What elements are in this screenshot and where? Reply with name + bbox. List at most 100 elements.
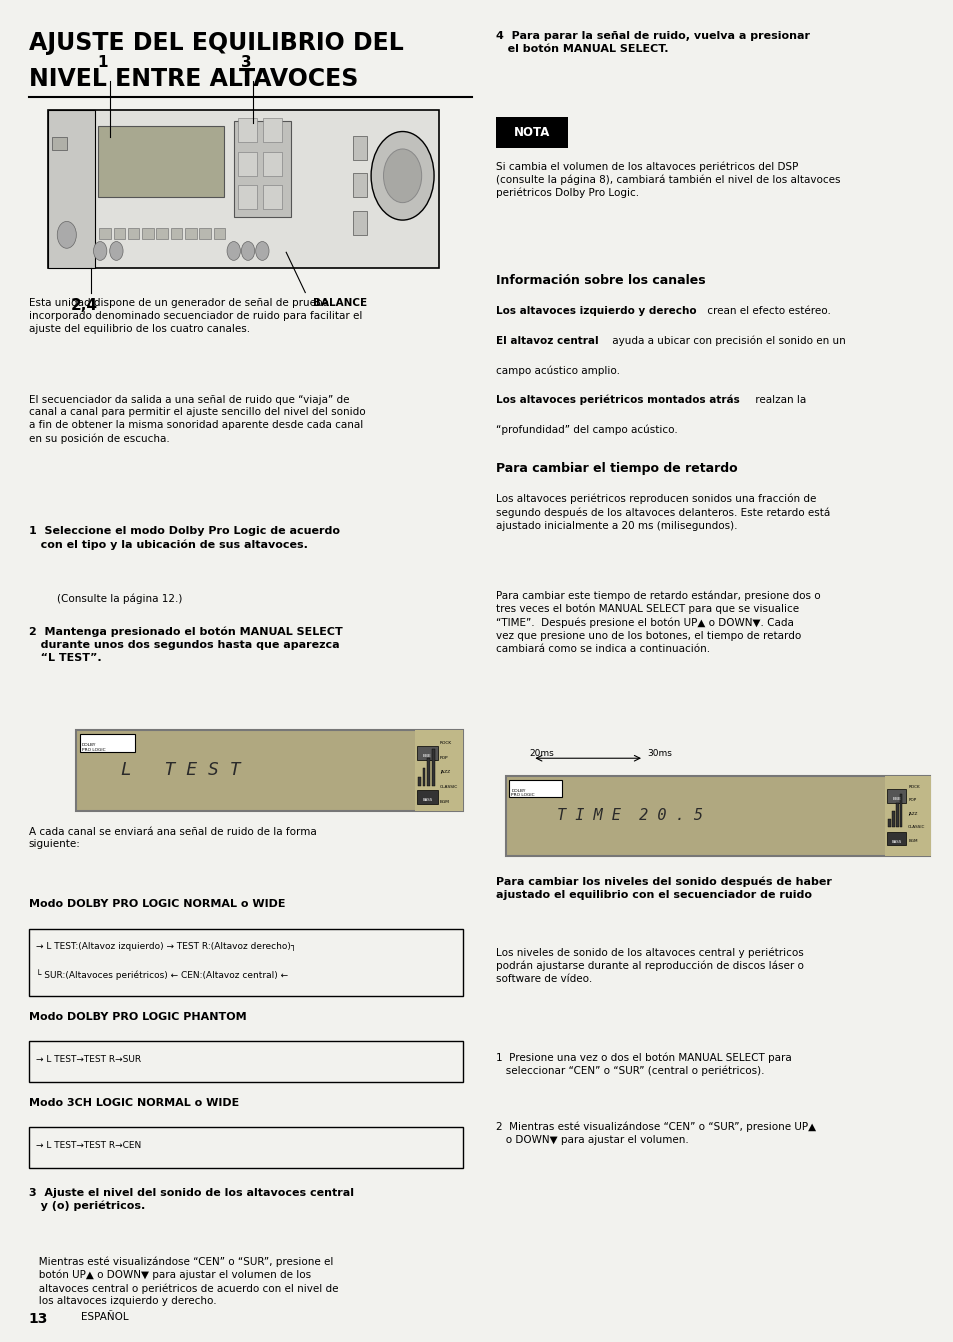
Bar <box>415 730 462 811</box>
Bar <box>98 126 224 197</box>
Text: BBE: BBE <box>422 754 432 758</box>
Circle shape <box>227 242 240 260</box>
Bar <box>416 746 437 760</box>
Circle shape <box>241 242 254 260</box>
Text: 13: 13 <box>29 1312 48 1326</box>
Text: (Consulte la página 12.): (Consulte la página 12.) <box>57 593 182 604</box>
Text: L   T E S T: L T E S T <box>121 761 241 780</box>
Text: 30ms: 30ms <box>646 749 671 758</box>
Bar <box>213 228 225 239</box>
Bar <box>29 929 462 996</box>
Text: 20ms: 20ms <box>529 749 554 758</box>
Text: BALANCE: BALANCE <box>313 298 367 307</box>
Bar <box>263 152 282 176</box>
Bar <box>237 118 256 142</box>
Text: Para cambiar el tiempo de retardo: Para cambiar el tiempo de retardo <box>496 462 737 475</box>
Text: └ SUR:(Altavoces periétricos) ← CEN:(Altavoz central) ←: └ SUR:(Altavoces periétricos) ← CEN:(Alt… <box>36 969 288 980</box>
Text: 3  Ajuste el nivel del sonido de los altavoces central
   y (o) periétricos.: 3 Ajuste el nivel del sonido de los alta… <box>29 1188 354 1210</box>
Text: → L TEST→TEST R→CEN: → L TEST→TEST R→CEN <box>36 1141 141 1150</box>
Bar <box>884 776 930 856</box>
Bar <box>895 803 898 827</box>
Text: Modo DOLBY PRO LOGIC NORMAL o WIDE: Modo DOLBY PRO LOGIC NORMAL o WIDE <box>29 899 285 909</box>
Bar <box>29 1041 462 1082</box>
Text: ESPAÑOL: ESPAÑOL <box>81 1312 129 1322</box>
Bar <box>99 228 111 239</box>
Bar <box>185 228 196 239</box>
Bar <box>505 776 929 856</box>
Text: BGM: BGM <box>439 800 449 804</box>
Text: El altavoz central: El altavoz central <box>496 336 598 345</box>
Bar <box>76 730 462 811</box>
Text: JAZZ: JAZZ <box>907 812 917 816</box>
Text: JAZZ: JAZZ <box>439 770 450 774</box>
Text: CLASSIC: CLASSIC <box>439 785 457 789</box>
Bar <box>417 777 420 786</box>
Text: El secuenciador da salida a una señal de ruido que “viaja” de
canal a canal para: El secuenciador da salida a una señal de… <box>29 395 365 444</box>
Bar <box>113 228 125 239</box>
Text: Modo DOLBY PRO LOGIC PHANTOM: Modo DOLBY PRO LOGIC PHANTOM <box>29 1012 246 1021</box>
Bar <box>156 228 168 239</box>
Text: campo acústico amplio.: campo acústico amplio. <box>496 365 619 376</box>
Text: ROCK: ROCK <box>907 785 919 789</box>
Bar <box>199 228 211 239</box>
Text: ROCK: ROCK <box>439 741 452 745</box>
Text: Para cambiar los niveles del sonido después de haber
ajustado el equilibrio con : Para cambiar los niveles del sonido desp… <box>496 876 831 899</box>
Bar <box>48 110 95 268</box>
Text: POP: POP <box>907 798 916 803</box>
Bar <box>48 110 438 268</box>
Bar <box>29 1127 462 1168</box>
Text: Si cambia el volumen de los altavoces periétricos del DSP
(consulte la página 8): Si cambia el volumen de los altavoces pe… <box>496 161 840 199</box>
Text: NIVEL ENTRE ALTAVOCES: NIVEL ENTRE ALTAVOCES <box>29 67 357 91</box>
Bar <box>422 768 425 786</box>
Text: Esta unidad dispone de un generador de señal de prueba
incorporado denominado se: Esta unidad dispone de un generador de s… <box>29 298 361 334</box>
Text: “profundidad” del campo acústico.: “profundidad” del campo acústico. <box>496 424 678 435</box>
Text: CLASSIC: CLASSIC <box>907 825 924 829</box>
Text: NOTA: NOTA <box>513 126 550 138</box>
Bar <box>887 819 890 827</box>
Text: A cada canal se enviará ana señal de ruido de la forma
siguiente:: A cada canal se enviará ana señal de rui… <box>29 827 316 849</box>
Bar <box>52 137 67 150</box>
Bar <box>427 758 430 786</box>
Bar <box>416 790 437 804</box>
Bar <box>237 152 256 176</box>
Bar <box>353 136 367 160</box>
Circle shape <box>110 242 123 260</box>
Text: DOLBY
PRO LOGIC: DOLBY PRO LOGIC <box>511 789 535 797</box>
Text: 3: 3 <box>240 55 252 70</box>
Circle shape <box>57 221 76 248</box>
Text: BGM: BGM <box>907 839 917 843</box>
Bar <box>263 185 282 209</box>
Bar <box>233 121 291 217</box>
Text: 4  Para parar la señal de ruido, vuelva a presionar
   el botón MANUAL SELECT.: 4 Para parar la señal de ruido, vuelva a… <box>496 31 809 54</box>
Bar <box>353 211 367 235</box>
Text: 2  Mientras esté visualizándose “CEN” o “SUR”, presione UP▲
   o DOWN▼ para ajus: 2 Mientras esté visualizándose “CEN” o “… <box>496 1122 816 1145</box>
Bar <box>353 173 367 197</box>
Text: DOLBY
PRO LOGIC: DOLBY PRO LOGIC <box>82 743 106 752</box>
Text: 2,4: 2,4 <box>71 298 97 313</box>
Text: 1  Presione una vez o dos el botón MANUAL SELECT para
   seleccionar “CEN” o “SU: 1 Presione una vez o dos el botón MANUAL… <box>496 1052 791 1076</box>
Text: Los altavoces periétricos reproducen sonidos una fracción de
segundo después de : Los altavoces periétricos reproducen son… <box>496 494 829 530</box>
Text: Los niveles de sonido de los altavoces central y periétricos
podrán ajustarse du: Los niveles de sonido de los altavoces c… <box>496 947 803 984</box>
Circle shape <box>383 149 421 203</box>
Text: → L TEST:(Altavoz izquierdo) → TEST R:(Altavoz derecho)┐: → L TEST:(Altavoz izquierdo) → TEST R:(A… <box>36 942 296 951</box>
Text: BASS: BASS <box>891 840 901 844</box>
Text: T I M E  2 0 . 5: T I M E 2 0 . 5 <box>556 808 702 824</box>
Text: Para cambiar este tiempo de retardo estándar, presione dos o
tres veces el botón: Para cambiar este tiempo de retardo está… <box>496 590 820 654</box>
Bar <box>263 118 282 142</box>
Text: Los altavoces periétricos montados atrás: Los altavoces periétricos montados atrás <box>496 395 740 405</box>
Bar <box>128 228 139 239</box>
Bar <box>886 789 905 803</box>
Text: 1  Seleccione el modo Dolby Pro Logic de acuerdo
   con el tipo y la ubicación d: 1 Seleccione el modo Dolby Pro Logic de … <box>29 526 339 549</box>
Text: ayuda a ubicar con precisión el sonido en un: ayuda a ubicar con precisión el sonido e… <box>608 336 844 346</box>
Bar <box>886 832 905 845</box>
Text: BBE: BBE <box>891 797 901 801</box>
Bar <box>432 749 435 786</box>
Bar <box>509 780 561 797</box>
Bar <box>171 228 182 239</box>
Bar <box>80 734 135 752</box>
Text: Los altavoces izquierdo y derecho: Los altavoces izquierdo y derecho <box>496 306 696 315</box>
Text: → L TEST→TEST R→SUR: → L TEST→TEST R→SUR <box>36 1055 141 1064</box>
Circle shape <box>93 242 107 260</box>
Text: 2  Mantenga presionado el botón MANUAL SELECT
   durante unos dos segundos hasta: 2 Mantenga presionado el botón MANUAL SE… <box>29 627 342 663</box>
Text: realzan la: realzan la <box>751 395 805 404</box>
